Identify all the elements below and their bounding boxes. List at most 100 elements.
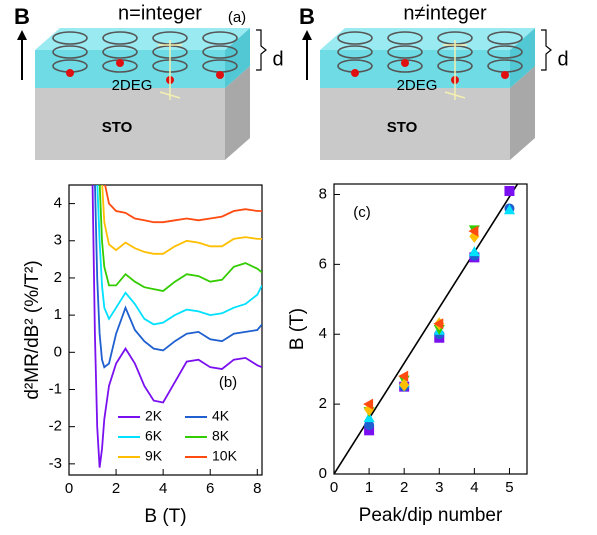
x-tick-label: 3 — [435, 479, 443, 496]
legend-label: 8K — [212, 428, 230, 444]
panel-label: (c) — [353, 204, 371, 221]
layer-side — [510, 28, 535, 88]
y-tick-label: 8 — [319, 185, 327, 202]
layer-label: 2DEG — [112, 77, 153, 94]
substrate-label: STO — [102, 119, 133, 136]
point — [468, 225, 479, 237]
layer-side — [225, 28, 250, 88]
thickness-bracket — [541, 29, 552, 71]
layer-top — [320, 28, 535, 50]
y-tick-label: -1 — [49, 380, 62, 397]
y-tick-label: 2 — [319, 395, 327, 412]
orbit — [102, 31, 138, 45]
plot-frame — [333, 183, 528, 475]
electron — [66, 69, 74, 77]
curve — [104, 185, 262, 224]
fit-line — [334, 184, 519, 474]
x-tick-label: 0 — [330, 479, 338, 496]
orbit — [52, 31, 88, 45]
orbit — [387, 45, 423, 59]
y-tick-label: 0 — [319, 465, 327, 482]
y-tick-label: 1 — [54, 306, 62, 323]
x-tick-label: 8 — [253, 480, 261, 497]
crossing — [443, 40, 467, 100]
orbit — [387, 31, 423, 45]
curve — [96, 185, 262, 326]
legend-label: 4K — [212, 408, 230, 424]
y-tick-label: 0 — [54, 343, 62, 360]
x-tick-label: 0 — [65, 480, 73, 497]
y-tick-label: 4 — [54, 195, 62, 212]
y-tick-label: 6 — [319, 255, 327, 272]
orbit — [487, 31, 523, 45]
diagram-title: n=integer — [118, 2, 202, 24]
orbit — [487, 45, 523, 59]
point — [364, 420, 375, 431]
layer-front — [320, 50, 510, 88]
diagram-title: n≠integer — [403, 2, 487, 24]
thickness-label: d — [272, 48, 283, 70]
y-axis-title: d²MR/dB² (%/T²) — [22, 260, 43, 399]
electron — [216, 71, 224, 79]
point — [503, 204, 515, 215]
legend-label: 9K — [145, 448, 163, 464]
y-tick-label: 4 — [319, 325, 327, 342]
legend-label: 6K — [145, 428, 163, 444]
orbit — [102, 45, 138, 59]
point — [398, 370, 409, 382]
panel-label: (b) — [219, 374, 237, 391]
electron — [401, 59, 409, 67]
point — [364, 425, 375, 436]
layer-front — [35, 50, 225, 88]
substrate-label: STO — [387, 119, 418, 136]
orbit — [202, 45, 238, 59]
thickness-label: d — [557, 48, 568, 70]
y-tick-label: 3 — [54, 232, 62, 249]
x-axis-title: Peak/dip number — [359, 505, 503, 526]
substrate-front — [35, 88, 225, 160]
point — [504, 185, 515, 196]
point — [363, 398, 374, 410]
electron — [351, 69, 359, 77]
point — [399, 378, 410, 392]
x-tick-label: 2 — [400, 479, 408, 496]
x-tick-label: 1 — [365, 479, 373, 496]
point — [468, 246, 480, 257]
layer-top — [35, 28, 250, 50]
electron — [501, 71, 509, 79]
substrate-front — [320, 88, 510, 160]
x-tick-label: 4 — [159, 480, 167, 497]
point — [433, 318, 444, 330]
y-axis-title: B (T) — [287, 308, 308, 350]
orbit — [337, 31, 373, 45]
x-tick-label: 5 — [505, 479, 513, 496]
legend-label: 10K — [212, 448, 238, 464]
field-label: B — [14, 4, 30, 29]
orbit — [202, 31, 238, 45]
orbit — [52, 45, 88, 59]
curve — [98, 185, 262, 292]
field-arrowhead — [302, 30, 312, 40]
x-tick-label: 6 — [206, 480, 214, 497]
y-tick-label: -2 — [49, 418, 62, 435]
plot-frame — [68, 184, 263, 476]
orbit — [337, 45, 373, 59]
substrate-side — [225, 66, 250, 160]
x-axis-title: B (T) — [144, 506, 186, 527]
x-tick-label: 4 — [470, 479, 478, 496]
legend-label: 2K — [145, 408, 163, 424]
field-arrowhead — [17, 30, 27, 40]
curve — [94, 185, 262, 369]
curves — [91, 185, 262, 468]
curve — [101, 185, 262, 255]
y-tick-label: -3 — [49, 455, 62, 472]
thickness-bracket — [256, 29, 267, 71]
layer-label: 2DEG — [397, 77, 438, 94]
crossing — [158, 40, 182, 100]
field-label: B — [299, 4, 315, 29]
x-tick-label: 2 — [112, 480, 120, 497]
y-tick-label: 2 — [54, 269, 62, 286]
